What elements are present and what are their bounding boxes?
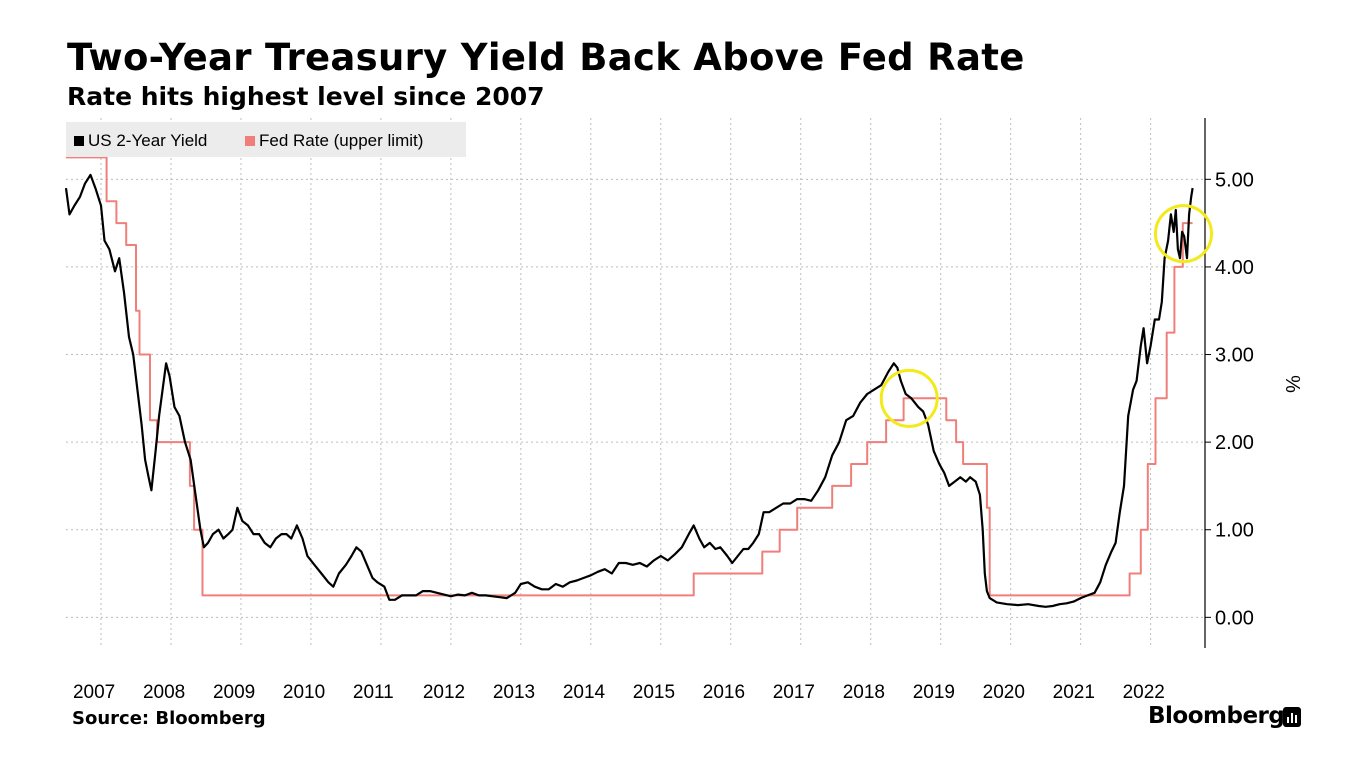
x-tick-label: 2022 xyxy=(1123,682,1165,703)
series-line-fed-rate xyxy=(66,156,1193,597)
series-layer xyxy=(64,156,1194,608)
x-tick-label: 2021 xyxy=(1053,682,1095,703)
x-tick-label: 2012 xyxy=(423,682,465,703)
x-tick-label: 2010 xyxy=(283,682,325,703)
y-tick-label: 5.00 xyxy=(1215,169,1254,191)
grid xyxy=(66,118,1205,648)
bloomberg-terminal-icon xyxy=(1283,707,1301,727)
y-tick-label: 3.00 xyxy=(1215,345,1254,367)
legend-label-yield: US 2-Year Yield xyxy=(88,131,208,150)
x-tick-label: 2014 xyxy=(563,682,606,703)
legend-label-fed: Fed Rate (upper limit) xyxy=(259,131,424,150)
legend-swatch-fed xyxy=(245,136,255,146)
x-tick-label: 2009 xyxy=(213,682,255,703)
x-tick-label: 2016 xyxy=(703,682,745,703)
x-tick-label: 2017 xyxy=(773,682,815,703)
y-tick-label: 1.00 xyxy=(1215,520,1254,542)
x-axis: 2007 2008 2009 2010 2011 2012 2013 2014 2015 2016… xyxy=(73,682,1165,703)
y-tick-label: 0.00 xyxy=(1215,607,1254,629)
chart-subtitle: Rate hits highest level since 2007 xyxy=(67,82,545,111)
x-tick-label: 2019 xyxy=(913,682,955,703)
x-tick-label: 2008 xyxy=(143,682,185,703)
y-tick-label: 4.00 xyxy=(1215,257,1254,279)
x-tick-label: 2011 xyxy=(353,682,394,703)
legend-swatch-yield xyxy=(74,136,84,146)
brand-logo: Bloomberg xyxy=(1148,703,1285,729)
x-tick-label: 2007 xyxy=(73,682,115,703)
x-tick-label: 2020 xyxy=(983,682,1025,703)
legend: US 2-Year Yield Fed Rate (upper limit) xyxy=(66,122,466,157)
highlight-circle xyxy=(1153,204,1213,264)
x-tick-label: 2013 xyxy=(493,682,535,703)
source-note: Source: Bloomberg xyxy=(72,708,266,729)
y-tick-label: 2.00 xyxy=(1215,432,1254,454)
y-axis: 0.00 1.00 2.00 3.00 4.00 5.00 xyxy=(1204,118,1254,648)
annotations-layer xyxy=(879,204,1213,428)
series-line-yield xyxy=(64,173,1194,608)
x-tick-label: 2018 xyxy=(843,682,885,703)
x-tick-label: 2015 xyxy=(633,682,675,703)
highlight-circle xyxy=(879,368,939,428)
y-axis-label: % xyxy=(1281,375,1303,393)
chart-title: Two-Year Treasury Yield Back Above Fed R… xyxy=(67,36,1025,79)
